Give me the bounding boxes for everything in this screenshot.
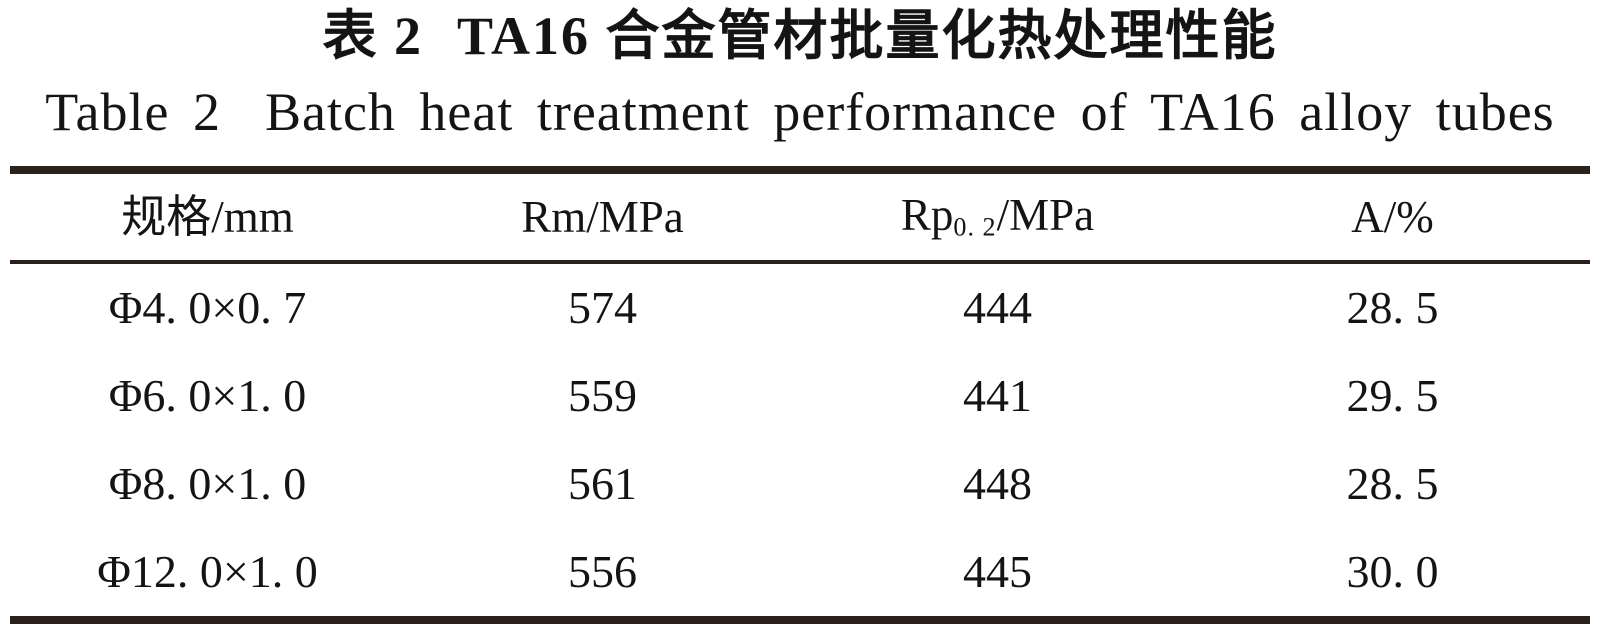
data-table: 规格/mm Rm/MPa Rp0. 2/MPa A/% Φ4. 0×0. 7 5…: [10, 166, 1590, 624]
cell-a: 28. 5: [1346, 458, 1439, 509]
cell-rm: 574: [568, 282, 637, 333]
table-row: Φ8. 0×1. 0 561 448 28. 5: [10, 440, 1590, 528]
cell-spec: Φ12. 0×1. 0: [97, 546, 318, 597]
cell-rm: 559: [568, 370, 637, 421]
cell-rp02: 448: [963, 458, 1032, 509]
table-header-row: 规格/mm Rm/MPa Rp0. 2/MPa A/%: [10, 174, 1590, 264]
rp-symbol: Rp: [900, 190, 954, 241]
table-row: Φ4. 0×0. 7 574 444 28. 5: [10, 264, 1590, 352]
table-title-zh: 表 2 TA16 合金管材批量化热处理性能: [0, 0, 1600, 66]
table-number-zh: 表 2: [322, 6, 423, 66]
table-row: Φ12. 0×1. 0 556 445 30. 0: [10, 528, 1590, 616]
rp-unit: /MPa: [996, 190, 1095, 241]
rp-subscript: 0. 2: [953, 212, 997, 242]
table-title-en: Table 2 Batch heat treatment performance …: [0, 82, 1600, 142]
cell-a: 30. 0: [1346, 546, 1439, 597]
cell-rp02: 445: [963, 546, 1032, 597]
cell-rp02: 444: [963, 282, 1032, 333]
table-caption-en: Batch heat treatment performance of TA16…: [264, 82, 1555, 142]
table-caption-zh: TA16 合金管材批量化热处理性能: [456, 6, 1278, 66]
cell-a: 28. 5: [1346, 282, 1439, 333]
cell-spec: Φ6. 0×1. 0: [108, 370, 307, 421]
table-body: Φ4. 0×0. 7 574 444 28. 5 Φ6. 0×1. 0 559 …: [10, 264, 1590, 616]
table-number-en: Table 2: [45, 82, 221, 142]
cell-rm: 561: [568, 458, 637, 509]
cell-spec: Φ4. 0×0. 7: [108, 282, 307, 333]
cell-rp02: 441: [963, 370, 1032, 421]
column-header-spec: 规格/mm: [121, 191, 294, 242]
column-header-rm: Rm/MPa: [521, 191, 684, 242]
cell-spec: Φ8. 0×1. 0: [108, 458, 307, 509]
cell-a: 29. 5: [1346, 370, 1439, 421]
table-row: Φ6. 0×1. 0 559 441 29. 5: [10, 352, 1590, 440]
column-header-a: A/%: [1351, 191, 1434, 242]
cell-rm: 556: [568, 546, 637, 597]
column-header-rp02: Rp0. 2/MPa: [800, 193, 1195, 241]
